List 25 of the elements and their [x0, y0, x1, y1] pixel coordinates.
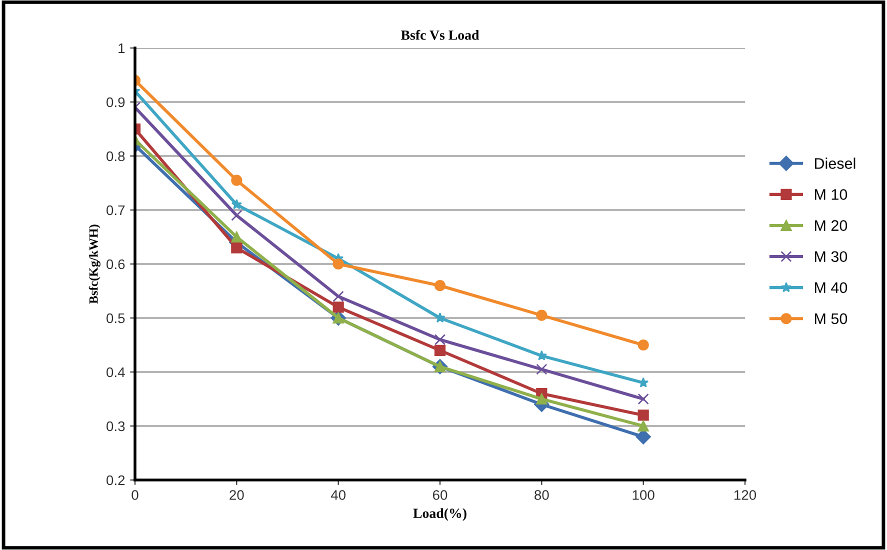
legend-label: M 50: [814, 313, 848, 324]
y-tick-label: 0.7: [106, 205, 125, 216]
y-tick-label: 0.4: [106, 367, 125, 378]
legend-label: M 30: [814, 251, 848, 262]
x-tick-label: 20: [230, 490, 244, 500]
x-tick-label: 80: [534, 490, 549, 500]
y-tick-label: 0.8: [106, 151, 125, 162]
y-tick-label: 0.6: [106, 259, 125, 270]
legend-label: M 20: [814, 220, 848, 231]
x-tick-label: 40: [330, 490, 346, 500]
x-axis-title: Load(%): [413, 508, 466, 521]
legend-label: Diesel: [814, 158, 856, 169]
y-tick-label: 0.5: [106, 313, 125, 324]
x-tick-label: 100: [632, 490, 654, 500]
chart-title: Bsfc Vs Load: [400, 30, 480, 40]
y-axis-title: Bsfc(Kg/kWH): [88, 224, 100, 304]
x-tick-label: 0: [132, 490, 138, 500]
y-tick-label: 1: [118, 43, 125, 54]
x-tick-label: 120: [734, 490, 756, 500]
legend-label: M 10: [814, 189, 848, 200]
legend-label: M 40: [814, 282, 848, 294]
x-tick-label: 60: [432, 490, 448, 500]
y-tick-label: 0.2: [106, 475, 125, 486]
y-tick-label: 0.9: [106, 97, 125, 108]
y-tick-label: 0.3: [106, 421, 125, 432]
